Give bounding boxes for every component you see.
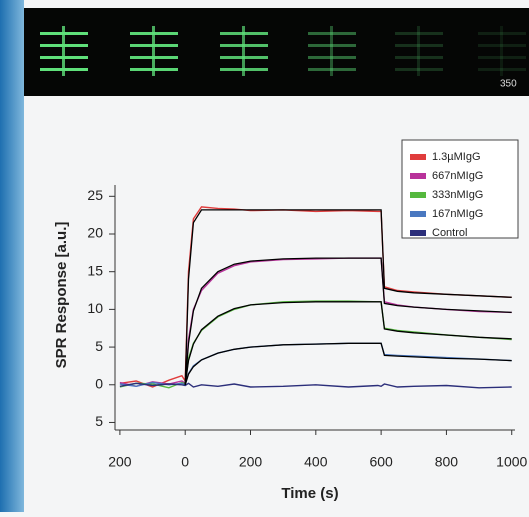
scale-label: 350 <box>500 79 517 90</box>
legend-label: 667nMIgG <box>432 170 483 182</box>
spot-column <box>417 26 420 76</box>
spot-row <box>478 32 526 35</box>
x-tick-label: 600 <box>369 454 393 470</box>
spot-row <box>395 32 443 35</box>
x-tick-label: 400 <box>304 454 328 470</box>
y-tick-label: 0 <box>95 375 103 391</box>
spot-row <box>308 68 356 71</box>
legend-label: Control <box>432 227 467 239</box>
spot-column <box>500 26 503 76</box>
data-line <box>119 382 512 389</box>
y-tick-label: 25 <box>87 187 103 203</box>
side-strip <box>0 0 24 512</box>
y-tick-label: 15 <box>87 262 103 278</box>
data-line <box>119 206 512 388</box>
spot-row <box>478 44 526 47</box>
spot-row <box>478 56 526 59</box>
spot-row <box>308 44 356 47</box>
data-line <box>119 342 512 388</box>
x-tick-label: 800 <box>435 454 459 470</box>
x-tick-label: 200 <box>239 454 263 470</box>
fit-line <box>184 209 512 385</box>
spot-column <box>242 26 245 76</box>
y-tick-label: 5 <box>95 338 103 354</box>
spot-row <box>478 68 526 71</box>
spot-column <box>152 26 155 76</box>
legend-swatch <box>410 192 426 198</box>
spot-row <box>308 56 356 59</box>
fit-line <box>184 301 512 385</box>
legend-label: 333nMIgG <box>432 189 483 201</box>
legend-label: 1.3µMIgG <box>432 151 481 163</box>
fit-line <box>184 257 512 385</box>
legend-swatch <box>410 154 426 160</box>
y-tick-label: 5 <box>95 413 103 429</box>
x-tick-label: 0 <box>181 454 189 470</box>
legend-label: 167nMIgG <box>432 208 483 220</box>
data-line <box>119 257 512 388</box>
spot-column <box>62 26 65 76</box>
spot-row <box>308 32 356 35</box>
fit-line <box>184 342 512 385</box>
y-axis-label: SPR Response [a.u.] <box>53 222 70 369</box>
legend-swatch <box>410 173 426 179</box>
fluorescence-image <box>24 8 529 96</box>
y-tick-label: 20 <box>87 225 103 241</box>
spot-array <box>40 26 526 76</box>
x-tick-label: 1000 <box>496 454 527 470</box>
y-tick-label: 10 <box>87 300 103 316</box>
x-tick-label: 200 <box>108 454 132 470</box>
spot-row <box>395 56 443 59</box>
spot-row <box>395 44 443 47</box>
legend-swatch <box>410 211 426 217</box>
legend-swatch <box>410 230 426 236</box>
spot-column <box>330 26 333 76</box>
x-axis-label: Time (s) <box>281 485 338 502</box>
spot-row <box>395 68 443 71</box>
